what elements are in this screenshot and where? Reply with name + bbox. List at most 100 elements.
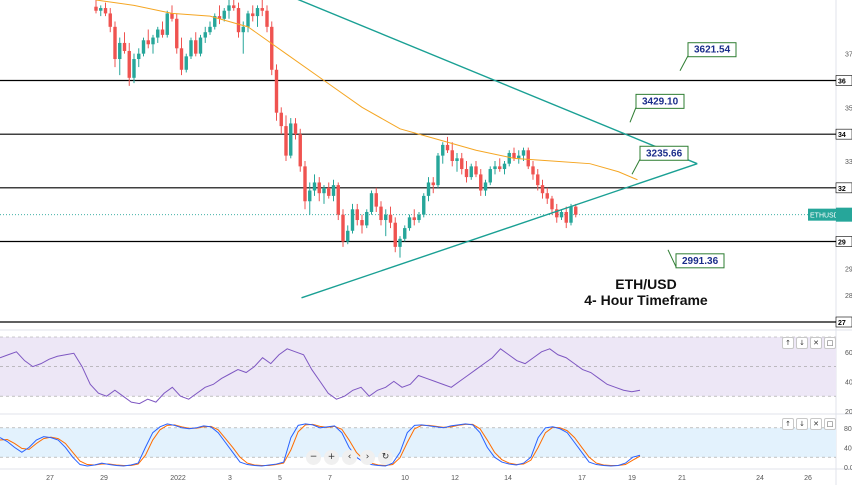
x-tick-label: 3 bbox=[228, 475, 232, 482]
close-pane-button[interactable]: ✕ bbox=[810, 337, 822, 349]
candle-body bbox=[521, 150, 526, 156]
candle-body bbox=[436, 155, 440, 186]
candle-body bbox=[274, 69, 279, 113]
candle-body bbox=[99, 8, 103, 11]
reset-chart-button[interactable]: ↻ bbox=[378, 450, 393, 465]
level-label-box bbox=[675, 253, 725, 269]
candle-body bbox=[507, 152, 511, 164]
candle-body bbox=[474, 166, 478, 175]
candle-body bbox=[165, 13, 169, 35]
candle-body bbox=[127, 50, 131, 78]
candle-body bbox=[317, 182, 321, 194]
candle-body bbox=[137, 53, 141, 60]
candle-body bbox=[151, 37, 155, 45]
x-tick-label: 7 bbox=[328, 475, 332, 482]
y-tick-label: 3700 bbox=[845, 52, 852, 59]
x-tick-label: 14 bbox=[504, 475, 512, 482]
candle-body bbox=[175, 18, 179, 49]
level-label-box bbox=[635, 93, 685, 109]
candle-body bbox=[103, 8, 108, 14]
x-tick-label: 19 bbox=[628, 475, 636, 482]
x-tick-label: 26 bbox=[804, 475, 812, 482]
symbol-label: ETHUSD bbox=[810, 213, 839, 220]
chart-subtitle: 4- Hour Timeframe bbox=[584, 292, 708, 308]
level-label: 3429.10 bbox=[642, 96, 679, 107]
level-tag-box bbox=[835, 316, 852, 328]
candle-body bbox=[251, 13, 255, 17]
candle-body bbox=[460, 158, 464, 170]
scroll-left-button[interactable]: ‹ bbox=[342, 450, 357, 465]
candle-body bbox=[217, 16, 222, 19]
candle-body bbox=[540, 185, 545, 194]
move-up-button[interactable]: ↑ bbox=[782, 337, 794, 349]
stoch-y-tick: 40 bbox=[844, 445, 852, 452]
x-tick-label: 10 bbox=[401, 475, 409, 482]
candle-body bbox=[517, 155, 521, 159]
candle-body bbox=[170, 13, 174, 19]
candle-body bbox=[393, 222, 397, 247]
candle-body bbox=[208, 26, 212, 33]
candle-body bbox=[493, 166, 497, 170]
chart-title: ETH/USD bbox=[615, 276, 676, 292]
y-tick-label: 3500 bbox=[845, 105, 852, 112]
zoom-in-button[interactable]: + bbox=[324, 450, 339, 465]
level-label: 3235.66 bbox=[646, 148, 683, 159]
x-tick-label: 27 bbox=[46, 475, 54, 482]
candle-body bbox=[450, 150, 454, 161]
level-tag: 34 bbox=[838, 132, 846, 139]
candle-body bbox=[455, 158, 459, 161]
candle-body bbox=[569, 206, 573, 223]
candle-body bbox=[360, 220, 364, 226]
stoch-y-tick: 80 bbox=[844, 426, 852, 433]
candle-body bbox=[445, 144, 450, 151]
candle-body bbox=[122, 42, 127, 51]
candle-body bbox=[270, 26, 274, 70]
maximize-pane-button[interactable]: □ bbox=[824, 337, 836, 349]
candle-body bbox=[545, 193, 549, 199]
last-price-badge bbox=[836, 207, 852, 222]
stoch-y-tick: 0.0 bbox=[844, 465, 852, 472]
maximize-pane-button[interactable]: □ bbox=[824, 418, 836, 430]
candle-body bbox=[184, 56, 188, 70]
candle-body bbox=[312, 182, 317, 191]
level-label: 2991.36 bbox=[682, 256, 719, 267]
candle-body bbox=[512, 152, 516, 159]
zoom-out-button[interactable]: − bbox=[306, 450, 321, 465]
candle-body bbox=[331, 185, 336, 196]
candle-body bbox=[336, 185, 340, 215]
move-down-button[interactable]: ↓ bbox=[796, 418, 808, 430]
stoch-pane-controls: ↑ ↓ ✕ □ bbox=[782, 418, 836, 430]
candle-body bbox=[260, 8, 264, 11]
candle-body bbox=[384, 214, 388, 221]
stoch-k-line bbox=[0, 423, 641, 467]
level-label-box bbox=[687, 42, 737, 58]
triangle-lower-trendline bbox=[301, 163, 698, 299]
move-up-button[interactable]: ↑ bbox=[782, 418, 794, 430]
candle-body bbox=[346, 230, 350, 242]
triangle-upper-trendline bbox=[297, 0, 698, 165]
candle-body bbox=[284, 126, 288, 156]
candle-body bbox=[156, 29, 160, 38]
candle-body bbox=[398, 238, 402, 247]
candle-body bbox=[241, 26, 245, 33]
candle-body bbox=[298, 134, 302, 167]
candle-body bbox=[379, 206, 383, 221]
candle-body bbox=[365, 211, 369, 226]
candle-body bbox=[350, 209, 355, 231]
level-tag: 36 bbox=[838, 79, 846, 86]
candle-body bbox=[213, 16, 217, 27]
move-down-button[interactable]: ↓ bbox=[796, 337, 808, 349]
close-pane-button[interactable]: ✕ bbox=[810, 418, 822, 430]
candle-body bbox=[179, 48, 184, 70]
level-tag-box bbox=[835, 75, 852, 86]
level-label: 3621.54 bbox=[694, 45, 731, 56]
candle-body bbox=[355, 209, 359, 221]
candle-body bbox=[108, 13, 112, 27]
moving-average-line bbox=[95, 0, 638, 181]
rsi-y-tick: 20 bbox=[845, 409, 852, 416]
scroll-right-button[interactable]: › bbox=[360, 450, 375, 465]
x-tick-label: 2022 bbox=[170, 475, 186, 482]
rsi-y-tick: 40 bbox=[845, 379, 852, 386]
candle-body bbox=[308, 190, 312, 202]
